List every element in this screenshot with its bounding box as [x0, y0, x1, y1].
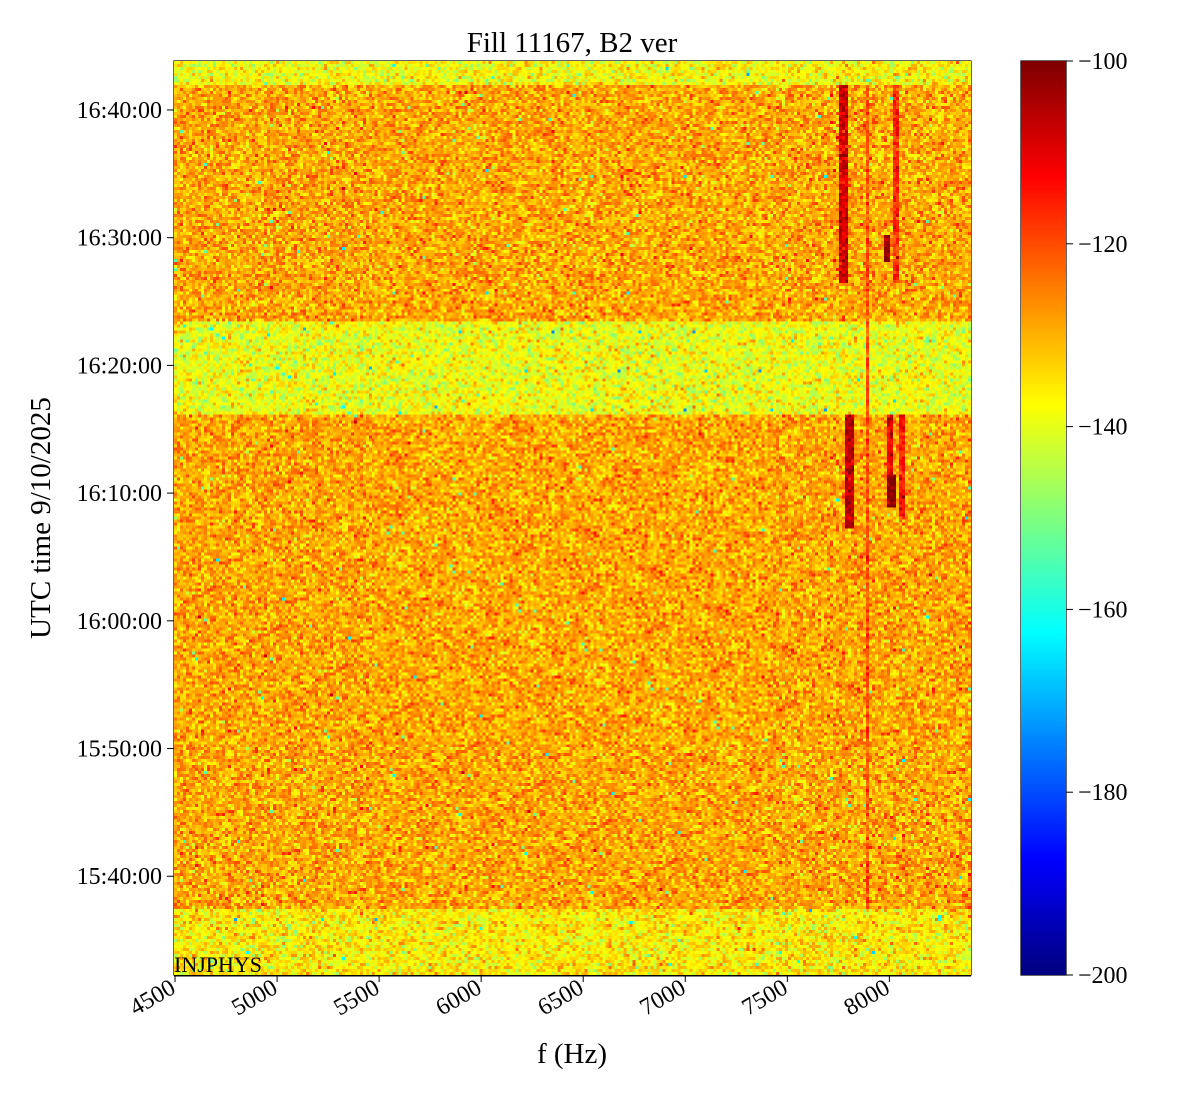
y-tick-label: 15:50:00 [77, 737, 162, 763]
chart-title: Fill 11167, B2 ver [467, 27, 678, 59]
x-tick-label: 7500 [738, 975, 793, 1022]
y-tick-label: 16:30:00 [77, 226, 162, 252]
x-tick-label: 6000 [432, 975, 487, 1022]
x-tick-label: 4500 [125, 975, 180, 1022]
x-axis-label: f (Hz) [537, 1038, 607, 1070]
colorbar-tick-label: −140 [1078, 415, 1128, 441]
y-ticks: 15:40:00 15:50:00 16:00:00 16:10:00 16:20:00… [77, 98, 174, 890]
x-tick-label: 6500 [534, 975, 589, 1022]
colorbar-tick-label: −200 [1078, 963, 1128, 989]
x-ticks: 4500 5000 5500 6000 6500 7000 7500 8000 [125, 975, 894, 1022]
x-tick-label: 5000 [227, 975, 282, 1022]
y-tick-label: 16:10:00 [77, 481, 162, 507]
colorbar-tick-label: −100 [1078, 49, 1128, 75]
colorbar [1021, 61, 1066, 975]
y-axis-label: UTC time 9/10/2025 [25, 397, 57, 639]
y-tick-label: 16:00:00 [77, 609, 162, 635]
colorbar-ticks: −100 −120 −140 −160 −180 −200 [1066, 49, 1128, 989]
colorbar-tick-label: −160 [1078, 597, 1128, 623]
annotation-label: INJPHYS [174, 952, 263, 977]
x-tick-label: 5500 [330, 975, 385, 1022]
spectrogram-heatmap [174, 61, 971, 975]
x-tick-label: 8000 [840, 975, 895, 1022]
colorbar-tick-label: −120 [1078, 232, 1128, 258]
x-tick-label: 7000 [636, 975, 691, 1022]
y-tick-label: 16:20:00 [77, 353, 162, 379]
y-tick-label: 15:40:00 [77, 864, 162, 890]
colorbar-tick-label: −180 [1078, 780, 1128, 806]
y-tick-label: 16:40:00 [77, 98, 162, 124]
